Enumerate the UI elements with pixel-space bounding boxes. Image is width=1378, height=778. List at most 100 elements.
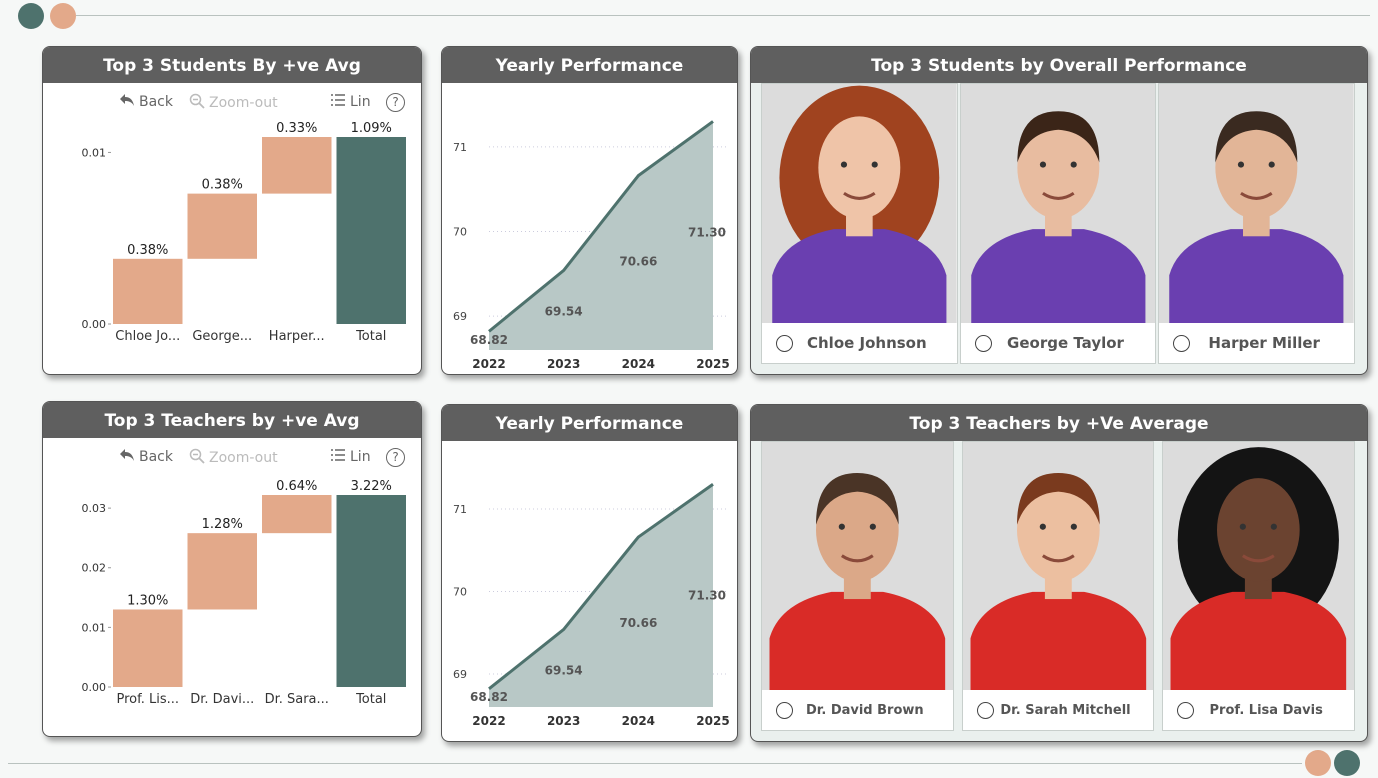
student-photo-icon bbox=[1159, 84, 1355, 323]
area-fill bbox=[489, 121, 713, 350]
person-name: Prof. Lisa Davis bbox=[1209, 702, 1323, 718]
data-label: 68.82 bbox=[470, 690, 508, 704]
x-category-label: Harper... bbox=[269, 329, 325, 344]
waterfall-bar[interactable] bbox=[113, 258, 183, 324]
select-radio-icon[interactable] bbox=[976, 701, 994, 719]
waterfall-bar[interactable] bbox=[262, 137, 332, 194]
waterfall-bar[interactable] bbox=[262, 495, 332, 534]
x-tick-label: 2025 bbox=[696, 357, 729, 371]
select-radio-icon[interactable] bbox=[974, 334, 992, 352]
back-label: Back bbox=[139, 449, 173, 465]
y-tick-label: 71 bbox=[453, 141, 467, 154]
series-line bbox=[488, 483, 714, 691]
photo-card[interactable]: Dr. David Brown bbox=[761, 441, 954, 731]
card-title: Top 3 Teachers by +ve Avg bbox=[43, 402, 421, 438]
teachers-waterfall-chart: 0.00 0.01 0.02 0.03 1.30% Prof. Lis... 1.28% Dr… bbox=[82, 479, 407, 707]
y-tick-label: 70 bbox=[453, 226, 467, 239]
data-label: 69.54 bbox=[545, 663, 583, 677]
x-tick-label: 2024 bbox=[622, 714, 655, 728]
y-tick-label: 0.02 bbox=[82, 562, 107, 575]
y-tick-label: 0.00 bbox=[82, 318, 107, 331]
waterfall-bar[interactable] bbox=[187, 193, 258, 259]
back-label: Back bbox=[139, 94, 173, 110]
waterfall-bar[interactable] bbox=[187, 533, 258, 610]
data-label: 71.30 bbox=[688, 225, 726, 239]
y-tick-label: 0.03 bbox=[82, 502, 107, 515]
help-button[interactable]: ? bbox=[386, 448, 405, 467]
person-name: Chloe Johnson bbox=[806, 334, 927, 352]
visual-toolbar: Back Zoom-out Lin ? bbox=[43, 448, 421, 470]
zoom-out-icon bbox=[189, 448, 205, 468]
x-category-label: Dr. Davi... bbox=[190, 692, 254, 707]
select-radio-icon[interactable] bbox=[1173, 334, 1191, 352]
photo-card[interactable]: Dr. Sarah Mitchell bbox=[961, 441, 1155, 731]
data-label: 71.30 bbox=[688, 588, 726, 602]
data-label: 1.09% bbox=[351, 121, 392, 136]
zoom-out-button[interactable]: Zoom-out bbox=[189, 93, 278, 113]
teacher-photo-icon bbox=[962, 442, 1154, 690]
help-icon: ? bbox=[386, 448, 405, 467]
x-category-label: Chloe Jo... bbox=[115, 329, 180, 344]
card-title: Top 3 Students by Overall Performance bbox=[751, 47, 1367, 83]
waterfall-bar[interactable] bbox=[113, 609, 183, 687]
teacher-photo-icon bbox=[762, 442, 953, 690]
x-tick-label: 2022 bbox=[472, 714, 505, 728]
top-divider bbox=[76, 15, 1370, 16]
bottom-divider bbox=[8, 763, 1302, 764]
teachers-top-card: Top 3 Teachers by +Ve Average Dr. David … bbox=[750, 404, 1368, 742]
photo-label: Dr. David Brown bbox=[762, 690, 953, 730]
zoom-out-icon bbox=[189, 93, 205, 113]
lin-label: Lin bbox=[350, 449, 371, 465]
student-photo-icon bbox=[762, 84, 957, 323]
students-yearly-card: Yearly Performance 69 70 71 68.82 69.54 70.66… bbox=[441, 46, 738, 375]
person-name: Harper Miller bbox=[1208, 334, 1320, 352]
card-title: Yearly Performance bbox=[442, 47, 737, 83]
lin-scale-button[interactable]: Lin bbox=[330, 448, 371, 466]
data-label: 0.38% bbox=[202, 178, 243, 193]
teachers-waterfall-card: Top 3 Teachers by +ve Avg Back Zoom-out … bbox=[42, 401, 422, 737]
person-name: George Taylor bbox=[1007, 334, 1124, 352]
students-waterfall-chart: 0.00 0.01 0.38% Chloe Jo... 0.38% George... 0.… bbox=[82, 121, 407, 344]
y-tick-label: 0.00 bbox=[82, 681, 107, 694]
y-tick-label: 0.01 bbox=[82, 621, 107, 634]
back-button[interactable]: Back bbox=[119, 448, 173, 466]
y-tick-label: 71 bbox=[453, 503, 467, 516]
data-label: 68.82 bbox=[470, 333, 508, 347]
students-yearly-chart: 69 70 71 68.82 69.54 70.66 71.30 2022 2023 2024 20… bbox=[453, 120, 730, 371]
teacher-photo-icon bbox=[1163, 442, 1355, 690]
waterfall-bar[interactable] bbox=[336, 495, 407, 687]
y-tick-label: 70 bbox=[453, 586, 467, 599]
data-label: 70.66 bbox=[619, 255, 657, 269]
y-tick-label: 69 bbox=[453, 668, 467, 681]
data-label: 0.38% bbox=[127, 243, 168, 258]
person-name: Dr. Sarah Mitchell bbox=[1000, 702, 1131, 718]
waterfall-bar[interactable] bbox=[336, 137, 407, 324]
select-radio-icon[interactable] bbox=[1177, 701, 1195, 719]
lin-label: Lin bbox=[350, 94, 371, 110]
photo-card[interactable]: Chloe Johnson bbox=[761, 83, 958, 364]
teachers-yearly-card: Yearly Performance 69 70 71 68.82 69.54 70.66… bbox=[441, 404, 738, 742]
select-radio-icon[interactable] bbox=[776, 701, 793, 719]
data-label: 1.28% bbox=[202, 517, 243, 532]
students-photo-grid: Chloe Johnson George Taylor Harper Mille… bbox=[761, 83, 1356, 364]
series-line bbox=[488, 120, 714, 333]
x-tick-label: 2025 bbox=[696, 714, 729, 728]
photo-card[interactable]: Harper Miller bbox=[1158, 83, 1356, 364]
students-overall-card: Top 3 Students by Overall Performance Ch… bbox=[750, 46, 1368, 375]
photo-card[interactable]: George Taylor bbox=[959, 83, 1157, 364]
card-title: Yearly Performance bbox=[442, 405, 737, 441]
photo-label: Prof. Lisa Davis bbox=[1163, 690, 1355, 730]
x-tick-label: 2023 bbox=[547, 357, 580, 371]
back-arrow-icon bbox=[119, 448, 135, 466]
teachers-yearly-chart: 69 70 71 68.82 69.54 70.66 71.30 2022 2023 2024 20… bbox=[453, 483, 730, 728]
back-button[interactable]: Back bbox=[119, 93, 173, 111]
help-button[interactable]: ? bbox=[386, 93, 405, 112]
list-icon bbox=[330, 448, 346, 466]
y-tick-label: 69 bbox=[453, 310, 467, 323]
lin-scale-button[interactable]: Lin bbox=[330, 93, 371, 111]
select-radio-icon[interactable] bbox=[776, 334, 793, 352]
decor-dot-peach-bottom bbox=[1305, 750, 1331, 776]
zoom-out-button[interactable]: Zoom-out bbox=[189, 448, 278, 468]
photo-card[interactable]: Prof. Lisa Davis bbox=[1162, 441, 1356, 731]
photo-label: Dr. Sarah Mitchell bbox=[962, 690, 1154, 730]
